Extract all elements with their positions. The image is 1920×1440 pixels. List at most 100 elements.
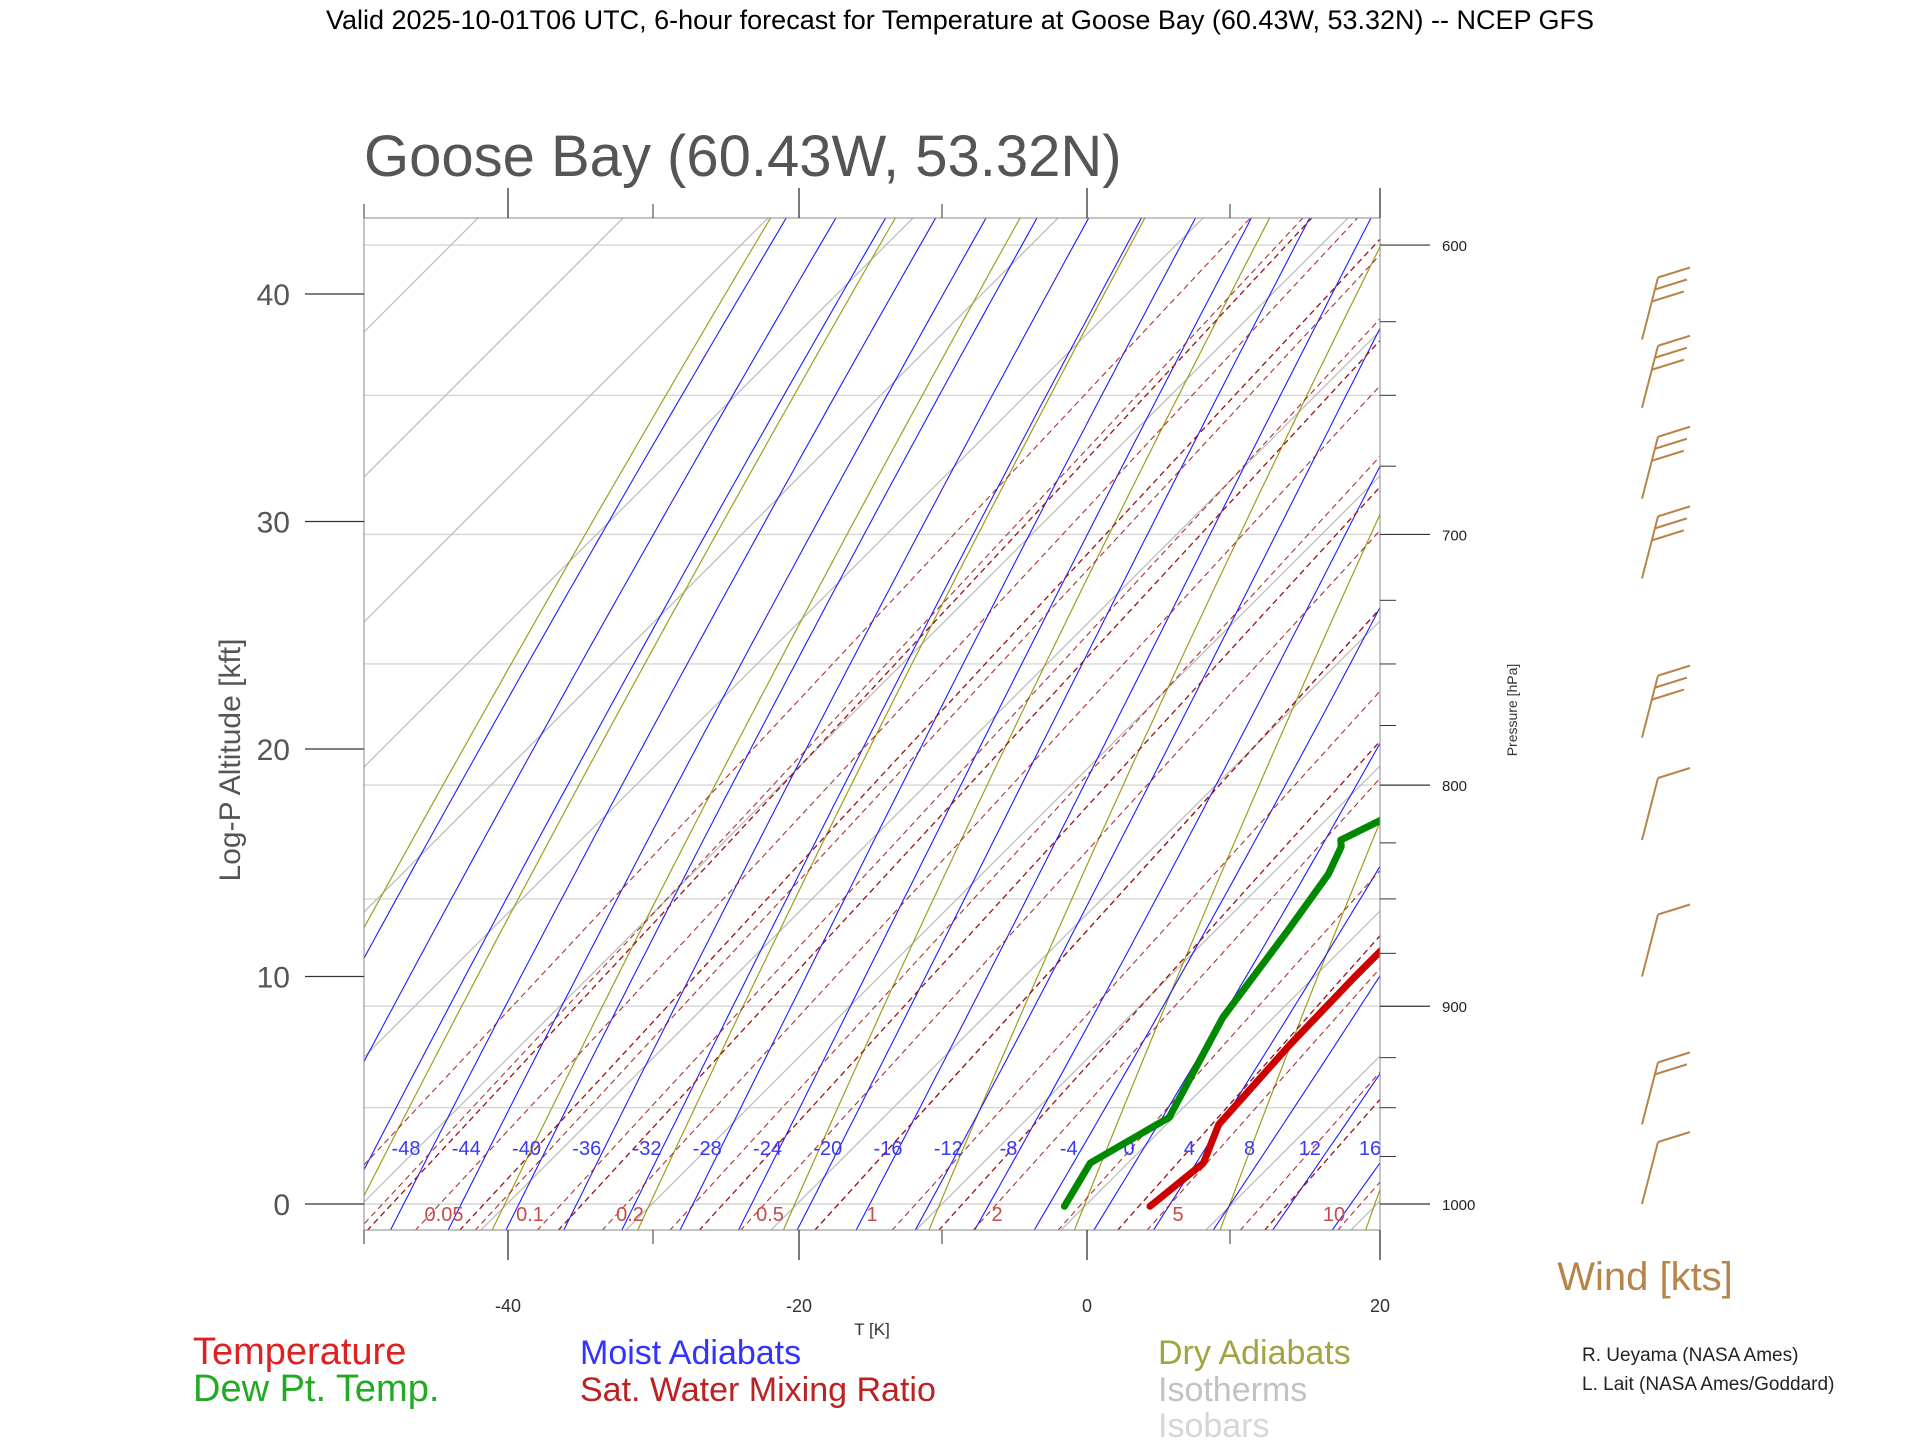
moist-adiabat-label: -8 — [1000, 1138, 1018, 1160]
wind-barb-flag — [1654, 517, 1688, 530]
moist-adiabat-label: -16 — [874, 1138, 903, 1160]
wind-barb-flag — [1654, 278, 1688, 291]
isotherm-line — [364, 218, 1059, 913]
mixing-ratio-label: 1 — [866, 1204, 877, 1226]
mixing-ratio-line — [364, 218, 1304, 1225]
mixing-ratio-label: 0.05 — [425, 1204, 464, 1226]
y-axis-tick-label: 20 — [257, 734, 290, 767]
isotherm-line — [915, 765, 1380, 1230]
wind-barb-flag — [1657, 1051, 1691, 1064]
isotherm-line — [364, 218, 769, 623]
wind-barb-flag — [1657, 334, 1691, 347]
moist-adiabat — [1033, 606, 1380, 1230]
y-axis-tick-label: 0 — [273, 1189, 290, 1222]
wind-barb-staff — [1641, 436, 1659, 499]
wind-barb — [1641, 334, 1691, 408]
mixing-ratio-line — [474, 254, 1380, 1230]
mixing-ratio-line — [557, 339, 1380, 1230]
wind-barb — [1641, 425, 1691, 499]
mixing-ratio-label: 0.5 — [756, 1204, 784, 1226]
mixing-ratio-line — [1648, 203, 1920, 1238]
moist-adiabat — [389, 218, 937, 1230]
temperature-line — [1146, 946, 1380, 1210]
wind-barb-flag — [1657, 505, 1691, 518]
sounding-series — [1060, 816, 1380, 1210]
mixing-ratio-line — [1116, 934, 1380, 1230]
y-axis-tick-label: 30 — [257, 507, 290, 540]
mixing-ratio-label: 0.2 — [616, 1204, 644, 1226]
pressure-tick-label: 700 — [1442, 527, 1467, 544]
wind-barbs — [1641, 266, 1691, 1205]
dry-adiabat — [782, 218, 1271, 1230]
moist-adiabat-label: -4 — [1060, 1138, 1078, 1160]
wind-barb-flag — [1654, 437, 1688, 450]
wind-barb — [1641, 1051, 1691, 1125]
moist-adiabat — [505, 218, 1038, 1230]
moist-adiabat — [914, 327, 1380, 1230]
mixing-ratio-line — [740, 529, 1380, 1230]
mixing-ratio-line — [891, 690, 1380, 1230]
dry-adiabat — [1509, 203, 1900, 1238]
moist-adiabat-label: -32 — [633, 1138, 662, 1160]
dry-adiabat — [1073, 512, 1380, 1230]
wind-barb-flag — [1651, 449, 1685, 462]
wind-barb-staff — [1641, 277, 1659, 340]
mixing-ratio-label: 10 — [1323, 1204, 1345, 1226]
moist-adiabat-label: -40 — [512, 1138, 541, 1160]
dry-adiabat — [1219, 820, 1380, 1230]
wind-title: Wind [kts] — [1557, 1255, 1733, 1299]
moist-adiabat — [364, 218, 787, 960]
mixing-ratio-line — [536, 317, 1380, 1230]
isotherm-line — [1633, 203, 1920, 1238]
mixing-ratio-line — [364, 218, 1252, 1166]
moist-adiabat-label: -24 — [753, 1138, 782, 1160]
dry-adiabat — [1365, 1187, 1380, 1230]
pressure-tick-label: 1000 — [1442, 1197, 1475, 1214]
isotherm-line — [1350, 1200, 1380, 1230]
mixing-ratio-line — [1538, 203, 1920, 1238]
wind-barb-flag — [1651, 290, 1685, 303]
isotherm-line — [364, 218, 1349, 1203]
moist-adiabat — [1459, 0, 1920, 1296]
moist-adiabat-label: -36 — [572, 1138, 601, 1160]
y-axis-label: Log-P Altitude [kft] — [214, 639, 247, 882]
isotherm-line — [364, 218, 624, 478]
moist-adiabat-label: -20 — [813, 1138, 842, 1160]
plot-frame — [363, 217, 1381, 1231]
moist-adiabat — [364, 218, 887, 1171]
moist-adiabat-label: 4 — [1184, 1138, 1195, 1160]
mixing-ratio-label: 0.1 — [516, 1204, 544, 1226]
moist-adiabat — [1093, 742, 1380, 1230]
moist-adiabat-label: -48 — [392, 1138, 421, 1160]
mixing-ratio-line — [698, 486, 1380, 1230]
wind-barb-flag — [1657, 425, 1691, 438]
moist-adiabat — [679, 218, 1197, 1230]
axes: 010203040-40-200201000900800700600500400… — [257, 188, 1475, 1316]
dewpoint-line — [1060, 816, 1380, 1210]
mixing-ratio-line — [1584, 203, 1920, 1238]
chart-title: Goose Bay (60.43W, 53.32N) — [364, 124, 1122, 189]
wind-barb-flag — [1654, 676, 1688, 689]
wind-barb-staff — [1641, 777, 1659, 841]
legend-dry-adiabats: Dry Adiabats — [1158, 1334, 1351, 1372]
x-axis-tick-label: 20 — [1370, 1296, 1390, 1316]
dry-adiabat — [1654, 203, 1920, 1238]
legend-temperature: Temperature — [193, 1331, 406, 1373]
legend-dewpoint: Dew Pt. Temp. — [193, 1368, 439, 1410]
legend-moist-adiabats: Moist Adiabats — [580, 1334, 801, 1372]
mixing-ratio-line — [1239, 1071, 1380, 1230]
wind-barb-flag — [1657, 266, 1691, 279]
wind-barb — [1641, 505, 1691, 579]
pressure-axis-label: Pressure [hPa] — [1504, 664, 1520, 757]
moist-adiabat-label: -12 — [934, 1138, 963, 1160]
wind-barb-flag — [1651, 688, 1685, 701]
mixing-ratio-line — [1146, 967, 1380, 1230]
isotherm-line — [770, 620, 1380, 1230]
isotherm-line — [364, 218, 914, 768]
wind-barb-flag — [1654, 1063, 1688, 1076]
dry-adiabat — [491, 218, 1021, 1230]
isotherm-line — [0, 203, 348, 1238]
x-axis-tick-label: -40 — [495, 1296, 521, 1316]
pressure-tick-label: 600 — [1442, 238, 1467, 255]
